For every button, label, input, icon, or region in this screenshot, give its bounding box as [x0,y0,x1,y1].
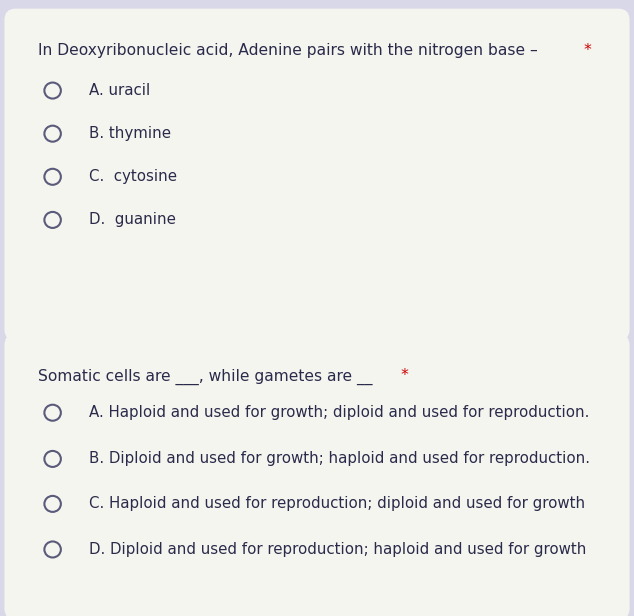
FancyBboxPatch shape [4,9,630,341]
Text: In Deoxyribonucleic acid, Adenine pairs with the nitrogen base –: In Deoxyribonucleic acid, Adenine pairs … [38,43,543,58]
Text: Somatic cells are ___, while gametes are __: Somatic cells are ___, while gametes are… [38,368,377,384]
Text: C.  cytosine: C. cytosine [89,169,177,184]
Text: A. uracil: A. uracil [89,83,150,98]
Text: *: * [583,43,591,58]
Text: D.  guanine: D. guanine [89,213,176,227]
Text: D. Diploid and used for reproduction; haploid and used for growth: D. Diploid and used for reproduction; ha… [89,542,586,557]
Text: *: * [401,368,408,383]
Text: A. Haploid and used for growth; diploid and used for reproduction.: A. Haploid and used for growth; diploid … [89,405,589,420]
Text: B. Diploid and used for growth; haploid and used for reproduction.: B. Diploid and used for growth; haploid … [89,452,590,466]
FancyBboxPatch shape [4,334,630,616]
Text: B. thymine: B. thymine [89,126,171,141]
Text: C. Haploid and used for reproduction; diploid and used for growth: C. Haploid and used for reproduction; di… [89,496,585,511]
